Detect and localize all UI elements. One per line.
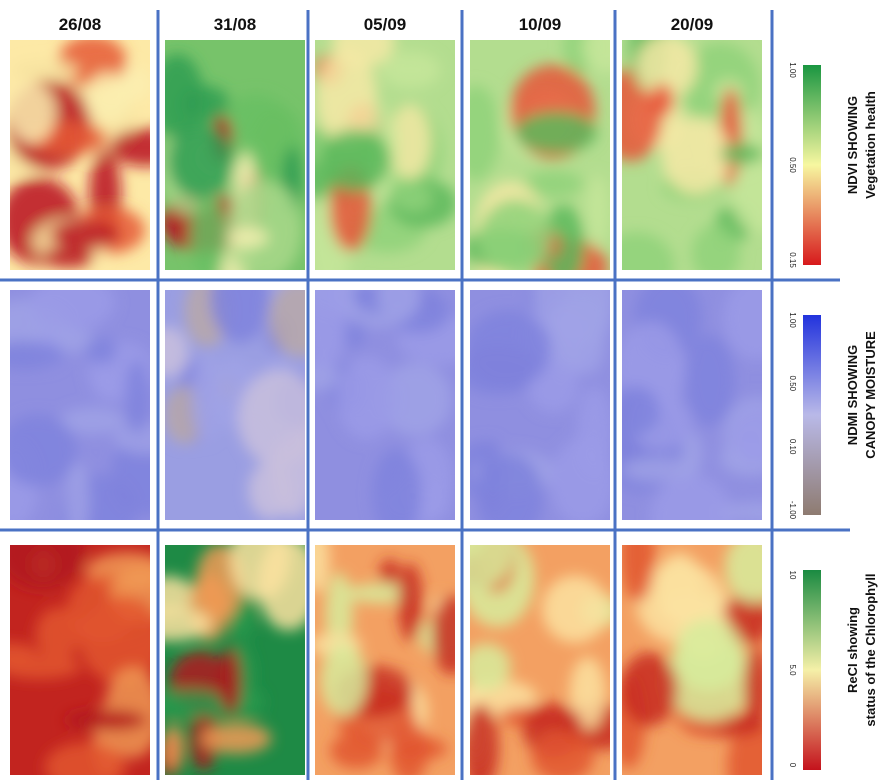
texture-blob [393,182,432,213]
texture-blob [587,175,609,247]
texture-blob [66,463,90,539]
texture-blob [381,51,441,88]
colorbar-tick-label: 0.15 [788,252,797,268]
texture-blob [227,228,269,248]
texture-blob [248,461,293,519]
row-label: NDVI SHOWING [845,96,860,194]
texture-blob [51,220,120,249]
heatmap-panel [611,504,789,780]
heatmap-panel [0,275,182,557]
heatmap-panel [146,252,330,520]
column-date: 10/09 [519,15,562,34]
texture-blob [692,225,740,283]
texture-blob [531,730,594,780]
texture-blob [238,370,322,467]
row-label: status of the Chlorophyll [863,573,878,726]
texture-blob [190,196,226,280]
texture-blob [9,83,55,143]
texture-blob [0,512,85,589]
texture-blob [330,733,383,769]
texture-blob [148,690,231,719]
texture-blob [651,84,674,117]
texture-blob [462,643,511,690]
heatmap-panel [598,8,784,299]
texture-blob [126,360,148,434]
row-label: Vegetation health [863,91,878,199]
texture-blob [146,327,188,378]
colorbar-tick-label: 1.00 [788,312,797,328]
texture-blob [79,596,163,683]
texture-blob [515,112,597,154]
texture-blob [478,200,552,276]
texture-blob [43,246,93,268]
figure: 26/08 31/08 05/09 10/09 20/09 1.00 0.50 0.15 NDV… [0,0,885,780]
heatmap-panel [304,527,478,780]
column-date: 26/08 [59,15,102,34]
column-date: 20/09 [671,15,714,34]
texture-blob [398,563,423,642]
heatmap-panel [288,16,458,293]
heatmap-panel [132,518,319,777]
texture-blob [320,130,391,192]
column-date: 05/09 [364,15,407,34]
texture-blob [744,647,769,732]
colorbar [803,315,821,515]
texture-blob [621,457,693,482]
panel-texture [0,275,182,557]
colorbar-tick-label: 0.50 [788,376,797,392]
texture-blob [673,619,744,692]
heatmap-panel [292,262,484,538]
column-date: 31/08 [214,15,257,34]
heatmap-panel [0,512,178,780]
texture-blob [0,414,77,486]
texture-blob [337,356,397,439]
colorbar-tick-label: 10 [788,571,797,580]
colorbar-tick-label: 1.00 [788,62,797,78]
texture-blob [452,85,500,180]
heatmap-panel [151,40,306,290]
heatmap-panel [455,245,615,542]
row-label: CANOPY MOISTURE [863,331,878,459]
colorbar-tick-label: 0.10 [788,439,797,455]
texture-blob [303,272,346,370]
texture-blob [661,117,730,194]
row-label: NDMI SHOWING [845,345,860,445]
texture-blob [731,158,784,233]
texture-blob [219,648,241,715]
texture-blob [64,710,146,731]
texture-blob [379,559,400,587]
texture-blob [620,652,677,726]
colorbar [803,570,821,770]
texture-blob [321,644,368,716]
texture-blob [432,595,472,675]
texture-blob [577,386,612,475]
row-label: ReCI showing [845,607,860,693]
colorbar-tick-label: 0.50 [788,157,797,173]
colorbar-tick-label: 0 [788,763,797,768]
heatmap-panel [452,17,631,296]
heatmap-panel [0,35,183,270]
texture-blob [201,723,272,754]
texture-blob [191,354,220,441]
texture-blob [720,144,763,164]
texture-blob [723,277,789,360]
texture-blob [168,124,233,199]
texture-blob [12,60,79,80]
texture-blob [725,532,783,604]
texture-blob [85,72,132,124]
texture-blob [609,386,660,435]
colorbar-tick-label: 5.0 [788,664,797,676]
texture-blob [372,449,421,539]
texture-blob [542,575,608,642]
texture-blob [86,337,117,364]
panel-texture [0,35,183,268]
texture-blob [733,407,785,467]
colorbar-tick-label: -1.00 [788,501,797,520]
texture-blob [30,275,115,330]
texture-blob [465,310,551,388]
texture-blob [163,724,184,770]
texture-blob [685,335,735,426]
texture-blob [95,369,116,400]
colorbar [803,65,821,265]
